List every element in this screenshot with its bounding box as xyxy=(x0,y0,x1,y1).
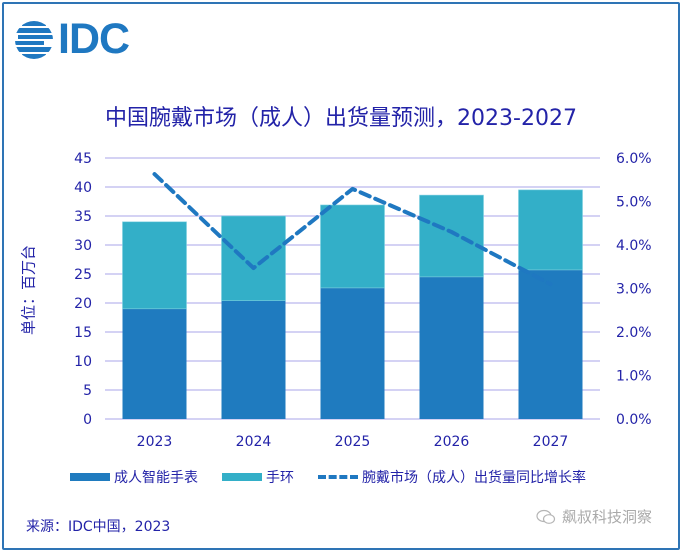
bar-smartwatch xyxy=(518,269,583,419)
bar-smartwatch xyxy=(122,308,187,419)
bar-band xyxy=(122,221,187,310)
bar-smartwatch xyxy=(320,287,385,419)
x-tick-label: 2026 xyxy=(434,434,470,450)
y2-tick-label: 1.0% xyxy=(616,369,652,385)
chart-legend: 成人智能手表 手环 腕戴市场（成人）出货量同比增长率 xyxy=(70,467,610,487)
x-tick-label: 2027 xyxy=(533,434,569,450)
idc-logo: IDC xyxy=(14,15,130,63)
watermark: 飙叔科技洞察 xyxy=(536,506,652,527)
watermark-text: 飙叔科技洞察 xyxy=(561,508,652,526)
x-tick-label: 2023 xyxy=(137,434,173,450)
y-tick-label: 45 xyxy=(74,151,92,167)
y2-tick-label: 0.0% xyxy=(616,412,652,428)
chart-title: 中国腕戴市场（成人）出货量预测，2023-2027 xyxy=(105,106,577,131)
bar-smartwatch xyxy=(419,276,484,419)
idc-logo-text: IDC xyxy=(58,15,130,63)
y2-tick-label: 6.0% xyxy=(616,151,652,167)
bar-smartwatch xyxy=(221,300,286,419)
bar-band xyxy=(518,189,583,271)
y-tick-label: 20 xyxy=(74,296,92,312)
source-note: 来源：IDC中国，2023 xyxy=(26,519,171,535)
legend-item-smartwatch: 成人智能手表 xyxy=(70,467,198,487)
y-tick-label: 35 xyxy=(74,209,92,225)
y-tick-label: 15 xyxy=(74,325,92,341)
legend-swatch-band xyxy=(222,473,262,481)
bar-band xyxy=(419,194,484,278)
y2-tick-label: 2.0% xyxy=(616,325,652,341)
legend-swatch-growth xyxy=(318,475,358,479)
bar-band xyxy=(320,204,385,289)
y-tick-label: 40 xyxy=(74,180,92,196)
x-tick-label: 2025 xyxy=(335,434,371,450)
legend-label-band: 手环 xyxy=(266,470,294,486)
legend-item-growth: 腕戴市场（成人）出货量同比增长率 xyxy=(318,467,586,487)
y2-tick-label: 3.0% xyxy=(616,282,652,298)
y2-tick-label: 4.0% xyxy=(616,238,652,254)
bar-band xyxy=(221,215,286,301)
idc-globe-icon xyxy=(15,20,53,59)
y-tick-label: 0 xyxy=(83,412,92,428)
legend-label-growth: 腕戴市场（成人）出货量同比增长率 xyxy=(362,470,586,486)
legend-item-band: 手环 xyxy=(222,467,294,487)
legend-swatch-smartwatch xyxy=(70,473,110,481)
y-tick-label: 5 xyxy=(83,383,92,399)
wechat-icon xyxy=(536,509,556,524)
y-tick-label: 25 xyxy=(74,267,92,283)
legend-label-smartwatch: 成人智能手表 xyxy=(114,470,198,486)
y-tick-label: 30 xyxy=(74,238,92,254)
y-tick-label: 10 xyxy=(74,354,92,370)
x-tick-label: 2024 xyxy=(236,434,272,450)
growth-line xyxy=(152,172,553,287)
y2-tick-label: 5.0% xyxy=(616,195,652,211)
